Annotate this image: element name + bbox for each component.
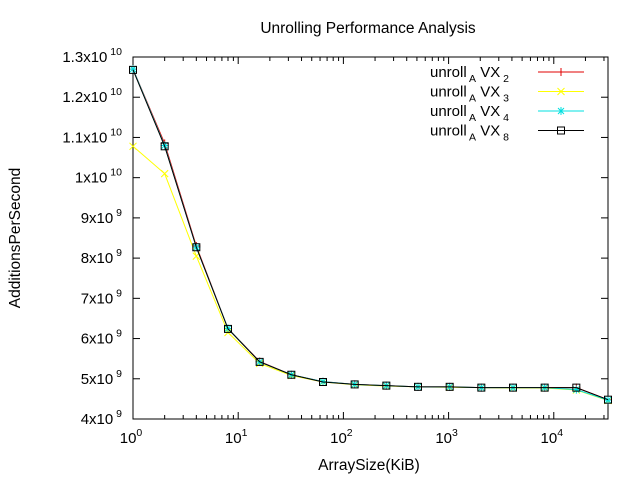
data-point: [129, 142, 137, 151]
legend-label: unroll A VX 3: [430, 84, 509, 105]
x-tick-label: 103: [435, 427, 458, 447]
y-tick-label: 5x10 9: [81, 368, 122, 388]
y-tick-label: 8x10 9: [81, 247, 122, 267]
y-tick-label: 7x10 9: [81, 287, 122, 307]
x-axis: 100 101 102 103 104: [120, 57, 605, 447]
series-lines: [129, 65, 612, 405]
data-point: [129, 65, 137, 74]
data-point: [557, 107, 565, 115]
data-point: [572, 383, 581, 392]
data-point: [509, 383, 517, 392]
series-line: [132, 68, 609, 401]
legend-label: unroll A VX 4: [430, 103, 509, 124]
x-tick-label: 101: [225, 427, 248, 447]
y-tick-label: 4x10 9: [81, 408, 122, 428]
data-point: [160, 169, 169, 178]
data-point: [604, 395, 612, 404]
series-line: [132, 68, 609, 401]
x-axis-label: ArraySize(KiB): [318, 457, 420, 474]
data-point: [192, 243, 201, 252]
data-point: [557, 87, 565, 96]
x-tick-label: 104: [541, 427, 564, 447]
data-point: [477, 383, 486, 392]
data-point: [445, 382, 454, 391]
y-tick-label: 1.3x10 10: [62, 46, 122, 66]
data-point: [540, 383, 549, 392]
data-point: [557, 68, 565, 76]
data-point: [255, 357, 264, 366]
y-tick-label: 1x10 10: [75, 167, 122, 187]
y-tick-label: 6x10 9: [81, 328, 122, 348]
y-tick-label: 9x10 9: [81, 207, 122, 227]
y-axis: 4x10 9 5x10 9 6x10 9 7x10 9 8x10 9 9x10 9 1x10…: [62, 46, 608, 428]
x-tick-label: 100: [120, 427, 143, 447]
series-line: [132, 145, 609, 401]
data-point: [414, 382, 422, 391]
data-point: [604, 396, 612, 405]
chart-title: Unrolling Performance Analysis: [260, 20, 476, 37]
data-point: [224, 324, 232, 333]
y-tick-label: 1.1x10 10: [62, 126, 122, 146]
data-point: [319, 377, 327, 386]
data-point: [572, 385, 581, 394]
legend-label: unroll A VX 8: [430, 123, 509, 144]
y-tick-label: 1.2x10 10: [62, 86, 122, 106]
data-point: [129, 65, 137, 74]
data-point: [350, 380, 359, 389]
x-tick-label: 102: [330, 427, 353, 447]
data-point: [557, 126, 565, 135]
data-point: [160, 142, 169, 151]
series-line: [132, 69, 609, 401]
data-point: [287, 370, 296, 379]
data-point: [382, 381, 391, 390]
y-axis-label: AdditionsPerSecond: [7, 168, 24, 308]
legend-label: unroll A VX 2: [430, 64, 509, 85]
plot-area-frame: [132, 56, 609, 420]
